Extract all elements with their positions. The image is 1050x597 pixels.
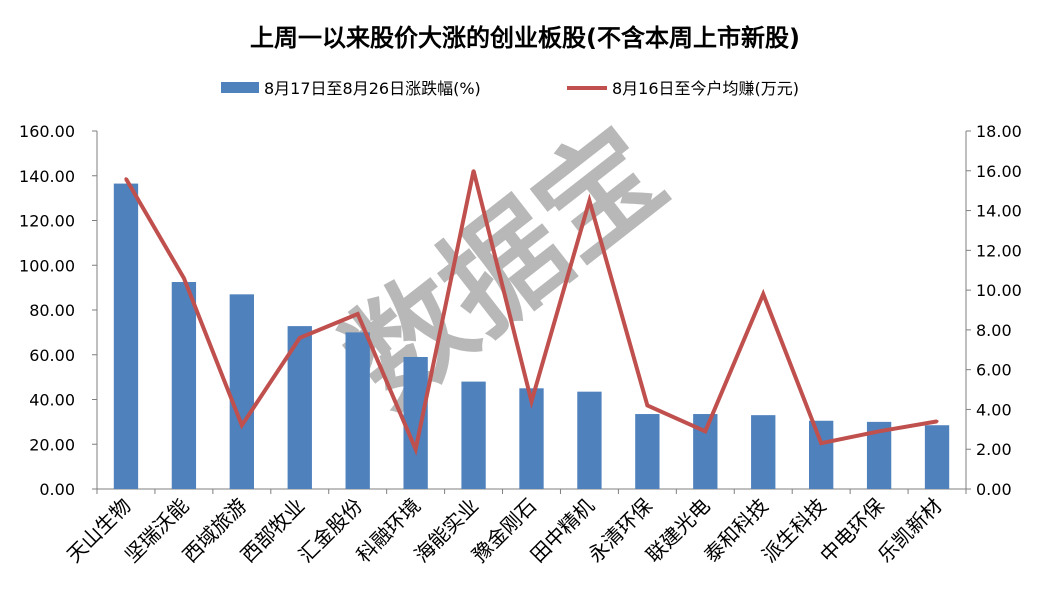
y-left-tick-label: 20.00 — [29, 435, 75, 454]
line-point-汇金股份 — [356, 312, 360, 316]
y-right-tick-label: 16.00 — [976, 162, 1022, 181]
y-right-tick-label: 8.00 — [976, 321, 1012, 340]
bar-海能实业 — [461, 381, 486, 489]
axes: 0.00 20.00 40.00 60.00 80.00 100.00 120.00 140.… — [19, 122, 1022, 499]
line-point-坚瑞沃能 — [182, 276, 186, 280]
legend: 8月17日至8月26日涨跌幅(%) 8月16日至今户均赚(万元) — [221, 79, 799, 98]
line-point-泰和科技 — [761, 292, 765, 296]
watermark-text: 数据宝 — [320, 102, 689, 433]
y-right-tick-label: 10.00 — [976, 281, 1022, 300]
bar-西域旅游 — [229, 294, 254, 489]
line-point-豫金刚石 — [530, 399, 533, 403]
bar-series — [113, 183, 950, 490]
bar-汇金股份 — [345, 332, 370, 489]
bar-科融环境 — [403, 356, 428, 489]
y-left-tick-label: 160.00 — [19, 122, 75, 141]
legend-bar-swatch — [221, 82, 259, 93]
y-left-tick-label: 40.00 — [29, 391, 75, 410]
line-point-联建光电 — [703, 429, 707, 433]
line-point-田中精机 — [587, 199, 591, 203]
y-right-tick-label: 4.00 — [976, 400, 1012, 419]
y-left-tick-label: 100.00 — [19, 256, 75, 275]
x-tick-label: 乐凯新材 — [873, 494, 947, 568]
bar-乐凯新材 — [924, 425, 950, 489]
y-left-tick-label: 140.00 — [19, 167, 75, 186]
chart-title: 上周一以来股价大涨的创业板股(不含本周上市新股) — [250, 24, 800, 52]
legend-line-label: 8月16日至今户均赚(万元) — [612, 79, 799, 98]
y-right-tick-label: 14.00 — [976, 202, 1022, 221]
bar-联建光电 — [693, 414, 718, 489]
bar-永清环保 — [635, 414, 660, 489]
line-point-永清环保 — [645, 403, 649, 407]
y-right-tick-label: 2.00 — [976, 440, 1012, 459]
y-left-tick-label: 0.00 — [39, 480, 75, 499]
y-right-tick-label: 0.00 — [976, 480, 1012, 499]
y-left-tick-label: 60.00 — [29, 346, 75, 365]
line-point-西部牧业 — [298, 336, 302, 340]
bar-坚瑞沃能 — [171, 282, 197, 489]
legend-bar-label: 8月17日至8月26日涨跌幅(%) — [264, 79, 481, 98]
line-point-科融环境 — [414, 447, 418, 451]
y-right-tick-label: 18.00 — [976, 122, 1022, 141]
line-point-中电环保 — [877, 429, 881, 433]
y-left-tick-label: 80.00 — [29, 301, 75, 320]
line-point-乐凯新材 — [935, 419, 939, 423]
y-left-tick-label: 120.00 — [19, 212, 75, 231]
watermark: 数据宝 — [320, 102, 689, 433]
bar-泰和科技 — [751, 415, 776, 489]
bar-天山生物 — [113, 183, 139, 490]
x-tick-labels: 天山生物坚瑞沃能西域旅游西部牧业汇金股份科融环境海能实业豫金刚石田中精机永清环保… — [62, 494, 947, 568]
y-right-tick-label: 6.00 — [976, 361, 1012, 380]
line-point-派生科技 — [819, 441, 823, 445]
y-right-tick-label: 12.00 — [976, 241, 1022, 260]
line-point-天山生物 — [124, 177, 128, 181]
line-point-海能实业 — [472, 169, 476, 173]
line-series — [124, 169, 939, 456]
bar-派生科技 — [809, 420, 834, 489]
line-point-西域旅游 — [240, 423, 244, 427]
bar-田中精机 — [577, 391, 602, 489]
